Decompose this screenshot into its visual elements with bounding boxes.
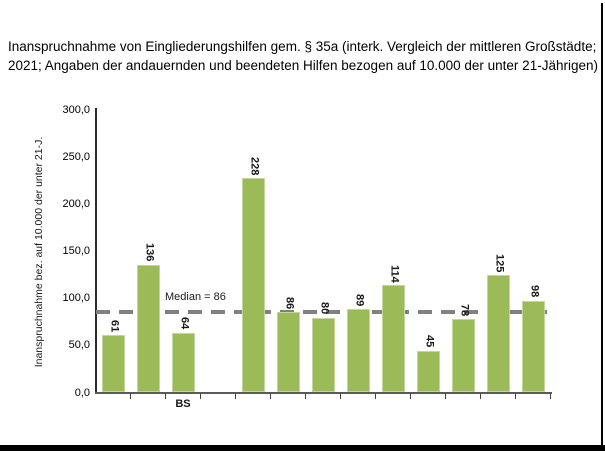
bar: [416, 350, 440, 392]
x-tick: [409, 394, 411, 399]
x-tick: [479, 394, 481, 399]
x-axis-line: [95, 392, 552, 394]
y-tick-label: 300,0: [62, 103, 90, 116]
chart-title: Inanspruchnahme von Eingliederungshilfen…: [8, 39, 598, 73]
bar-value-label: 80: [318, 302, 331, 315]
bar-value-label: 64: [178, 317, 191, 330]
bar: [486, 275, 510, 392]
x-tick: [199, 394, 201, 399]
y-tick-label: 250,0: [62, 150, 90, 163]
bottom-border-line: [0, 445, 605, 451]
x-tick: [339, 394, 341, 399]
y-tick-label: 150,0: [62, 245, 90, 257]
median-label: Median = 86: [165, 290, 226, 303]
x-tick: [269, 394, 271, 399]
category-label: BS: [175, 398, 191, 410]
x-tick: [164, 394, 166, 399]
y-tick-label: 200,0: [62, 197, 90, 210]
x-tick: [129, 394, 131, 399]
bar: [451, 319, 475, 392]
median-line: [95, 309, 551, 314]
bar: [276, 311, 300, 392]
y-tick-label: 0,0: [74, 386, 90, 399]
x-tick: [514, 394, 516, 399]
bar: [311, 317, 335, 392]
x-tick: [444, 394, 446, 399]
bar-value-label: 98: [528, 285, 541, 298]
bar-value-label: 45: [423, 335, 436, 348]
x-tick: [374, 394, 376, 399]
bar-value-label: 61: [108, 320, 121, 333]
y-axis-line: [95, 108, 97, 394]
x-tick: [549, 394, 551, 399]
bar-value-label: 114: [388, 264, 401, 283]
bar-value-label: 228: [248, 156, 261, 175]
x-tick: [304, 394, 306, 399]
bar-value-label: 125: [493, 253, 506, 273]
y-tick-label: 50,0: [68, 339, 90, 352]
y-tick-label: 100,0: [62, 292, 90, 305]
bar-value-label: 136: [143, 243, 156, 262]
bar-value-label: 89: [353, 293, 366, 307]
bar: [241, 177, 265, 392]
bar: [521, 300, 545, 392]
bar-value-label: 78: [458, 304, 471, 317]
bar: [346, 309, 370, 392]
bar-value-label: 86: [283, 296, 296, 309]
bar: [136, 264, 160, 392]
right-border-line: [601, 3, 603, 446]
bar: [171, 332, 195, 392]
bar: [101, 335, 125, 392]
x-tick: [234, 394, 236, 399]
bar: [381, 285, 405, 392]
